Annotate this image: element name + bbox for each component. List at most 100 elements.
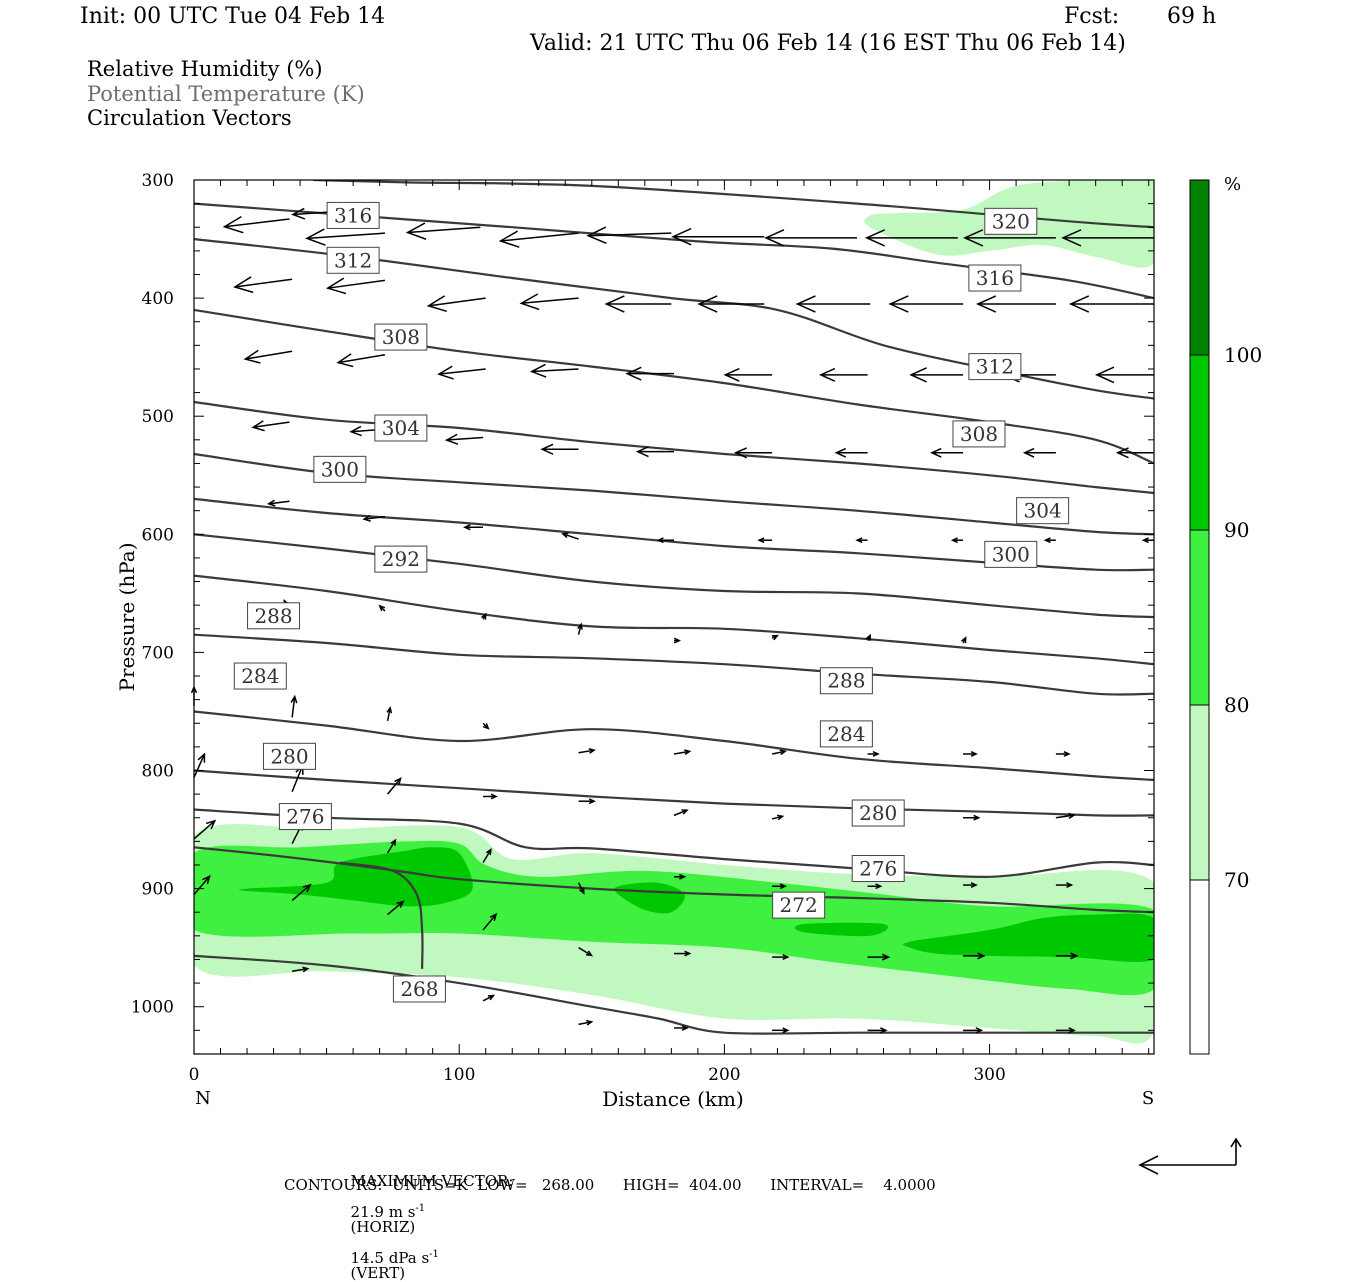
circulation-vector bbox=[577, 622, 583, 635]
circulation-vector bbox=[697, 295, 765, 313]
max-vector-label: MAXIMUM VECTOR: bbox=[350, 1172, 514, 1190]
x-tick-label: 100 bbox=[443, 1065, 475, 1085]
circulation-vector bbox=[1115, 447, 1154, 459]
theta-contour bbox=[194, 954, 1154, 1035]
contour-label-280: 280 bbox=[262, 742, 316, 770]
circulation-vector bbox=[604, 295, 672, 313]
y-tick-label: 800 bbox=[142, 762, 174, 782]
contour-label-292: 292 bbox=[374, 545, 428, 573]
circulation-vector bbox=[764, 229, 857, 247]
contour-label-272: 272 bbox=[772, 891, 826, 919]
circulation-vector bbox=[867, 953, 891, 961]
circulation-vector bbox=[482, 912, 498, 931]
circulation-vector bbox=[1055, 1027, 1076, 1034]
circulation-vector bbox=[193, 752, 206, 778]
contour-label-320: 320 bbox=[984, 207, 1038, 235]
circulation-vector bbox=[540, 443, 579, 455]
contour-label-text: 280 bbox=[270, 744, 308, 768]
circulation-vector bbox=[387, 900, 405, 916]
circulation-vector bbox=[482, 848, 492, 864]
circulation-vector bbox=[656, 537, 674, 544]
circulation-vector bbox=[1094, 366, 1154, 384]
contour-label-284: 284 bbox=[819, 720, 873, 748]
theta-contour-268-closure bbox=[339, 861, 424, 969]
circulation-vector bbox=[305, 228, 385, 246]
south-label: S bbox=[1142, 1088, 1154, 1109]
contour-label-284: 284 bbox=[233, 662, 287, 690]
contour-label-text: 308 bbox=[960, 422, 998, 446]
circulation-vector bbox=[950, 537, 964, 544]
contour-label-text: 276 bbox=[859, 857, 897, 881]
circulation-vector bbox=[864, 229, 958, 247]
circulation-vector bbox=[635, 446, 674, 458]
contour-label-text: 300 bbox=[992, 542, 1030, 566]
vert-vector-tag: (VERT) bbox=[350, 1264, 406, 1282]
circulation-vector bbox=[963, 882, 978, 888]
circulation-vector bbox=[193, 874, 211, 895]
contour-label-text: 288 bbox=[827, 669, 865, 693]
circulation-vector bbox=[386, 838, 397, 854]
contour-label-308: 308 bbox=[952, 420, 1006, 448]
circulation-vector bbox=[222, 215, 290, 234]
contour-label-304: 304 bbox=[1016, 497, 1070, 525]
y-tick-label: 600 bbox=[142, 525, 174, 545]
y-axis-title: Pressure (hPa) bbox=[115, 543, 139, 692]
circulation-vector bbox=[674, 950, 692, 957]
circulation-vector bbox=[233, 276, 293, 294]
circulation-vector bbox=[976, 295, 1056, 313]
contour-label-268: 268 bbox=[392, 975, 446, 1003]
circulation-vector bbox=[291, 966, 310, 973]
contour-label-text: 316 bbox=[976, 266, 1014, 290]
circulation-vector bbox=[482, 994, 496, 1002]
y-tick-label: 1000 bbox=[131, 998, 174, 1018]
circulation-vector bbox=[671, 227, 765, 246]
cross-section-chart: 3163123083043002922882842802762683203163… bbox=[115, 171, 1262, 1175]
contour-label-text: 272 bbox=[780, 893, 818, 917]
theta-contour-280 bbox=[194, 633, 1154, 696]
theta-contour-276 bbox=[194, 710, 1154, 781]
circulation-vector bbox=[1043, 537, 1056, 544]
contour-label-276: 276 bbox=[278, 803, 332, 831]
contour-label-316: 316 bbox=[326, 201, 380, 229]
circulation-vector bbox=[1055, 882, 1074, 888]
circulation-vector bbox=[1068, 295, 1154, 313]
circulation-vector bbox=[325, 277, 386, 295]
y-tick-label: 300 bbox=[142, 171, 174, 191]
circulation-vector bbox=[723, 367, 773, 382]
theta-contour-288 bbox=[194, 533, 1154, 619]
colorbar-band bbox=[1190, 355, 1209, 530]
circulation-vector bbox=[867, 751, 880, 757]
y-tick-label: 700 bbox=[142, 643, 174, 663]
colorbar-band bbox=[1190, 880, 1209, 1054]
circulation-vector bbox=[733, 447, 773, 459]
circulation-vector bbox=[963, 229, 1056, 247]
contour-label-text: 316 bbox=[334, 203, 372, 227]
circulation-vector bbox=[266, 499, 290, 507]
contour-label-text: 284 bbox=[241, 664, 279, 688]
north-label: N bbox=[195, 1088, 211, 1109]
circulation-vector bbox=[960, 636, 967, 644]
x-tick-label: 200 bbox=[708, 1065, 740, 1085]
circulation-vector bbox=[771, 634, 779, 641]
circulation-vector bbox=[1055, 952, 1079, 960]
contour-label-text: 276 bbox=[286, 805, 324, 829]
circulation-vector bbox=[463, 524, 484, 531]
circulation-vector bbox=[426, 295, 486, 313]
colorbar-band bbox=[1190, 705, 1209, 880]
legend-relative-humidity: Relative Humidity (%) bbox=[87, 57, 323, 81]
circulation-vector bbox=[378, 604, 386, 612]
circulation-vector bbox=[772, 883, 787, 890]
circulation-vector bbox=[963, 1027, 984, 1034]
colorbar-unit: % bbox=[1224, 174, 1241, 195]
circulation-vector bbox=[586, 226, 672, 244]
circulation-vector bbox=[772, 954, 790, 961]
circulation-vector bbox=[930, 447, 964, 458]
contour-label-288: 288 bbox=[819, 667, 873, 695]
contour-label-text: 284 bbox=[827, 722, 865, 746]
circulation-vector bbox=[577, 882, 585, 895]
theta-contour-300 bbox=[194, 400, 1154, 495]
colorbar-label: 90 bbox=[1224, 518, 1249, 542]
legend-potential-temperature: Potential Temperature (K) bbox=[87, 82, 365, 106]
reference-vector-icon bbox=[1138, 1137, 1242, 1175]
circulation-vector bbox=[771, 814, 785, 821]
